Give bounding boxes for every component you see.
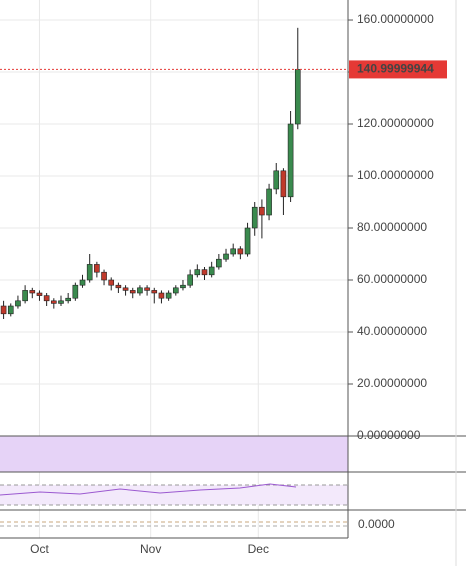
candle-body <box>51 300 57 304</box>
x-tick-label: Dec <box>248 542 269 556</box>
last-price-label: 140.99999944 <box>357 62 434 76</box>
candle-body <box>158 292 165 299</box>
candle-body <box>43 295 50 302</box>
candle-body <box>86 264 93 281</box>
candle-body <box>58 300 64 304</box>
y-tick-label: 80.00000000 <box>357 220 427 234</box>
x-tick-label: Oct <box>30 542 49 556</box>
candle-body <box>237 248 244 255</box>
indicator-band <box>0 485 348 505</box>
candle-body <box>216 258 222 268</box>
candle-body <box>273 170 280 190</box>
candle-body <box>287 123 294 198</box>
candle-body <box>0 305 7 315</box>
y-tick-label: 20.00000000 <box>357 376 427 390</box>
y-tick-label: 100.00000000 <box>357 168 434 182</box>
candle-body <box>187 274 193 286</box>
y-tick-label: 40.00000000 <box>357 324 427 338</box>
candle-body <box>137 287 143 294</box>
plot <box>0 27 301 320</box>
y-tick-label: 160.00000000 <box>357 12 434 26</box>
candle-body <box>280 170 287 198</box>
candle-body <box>94 264 100 273</box>
candle-body <box>251 206 258 229</box>
candle-body <box>7 305 14 315</box>
candle-body <box>115 284 122 289</box>
candle-body <box>72 284 79 299</box>
candle-body <box>194 269 201 276</box>
candle-body <box>79 279 86 286</box>
y-tick-label: 0.00000000 <box>357 428 421 442</box>
candle-body <box>108 279 115 286</box>
candle-body <box>22 290 28 302</box>
candle-body <box>230 248 237 255</box>
candle-body <box>151 290 158 294</box>
candle-body <box>201 269 208 276</box>
candle-body <box>244 227 251 255</box>
candle-body <box>36 292 43 296</box>
indicator-panel-fill <box>0 436 348 472</box>
candle-body <box>208 266 215 276</box>
candle-body <box>294 69 301 125</box>
candle-body <box>259 206 265 216</box>
candle-body <box>180 284 186 289</box>
candle-body <box>266 188 272 216</box>
y-tick-label: 60.00000000 <box>357 272 427 286</box>
candle-body <box>172 287 179 294</box>
y-tick-label: 120.00000000 <box>357 116 434 130</box>
candle-body <box>122 287 129 291</box>
candle-body <box>165 292 172 299</box>
candle-body <box>223 253 229 260</box>
candle-body <box>65 297 71 302</box>
indicator-line <box>0 483 297 496</box>
indicator-value: 0.0000 <box>358 517 395 531</box>
x-tick-label: Nov <box>140 542 161 556</box>
candle-body <box>15 300 21 307</box>
candle-body <box>129 290 136 294</box>
last-price-box <box>349 60 447 79</box>
candle-body <box>101 271 107 281</box>
candle-body <box>29 290 36 294</box>
candle-body <box>144 287 150 291</box>
